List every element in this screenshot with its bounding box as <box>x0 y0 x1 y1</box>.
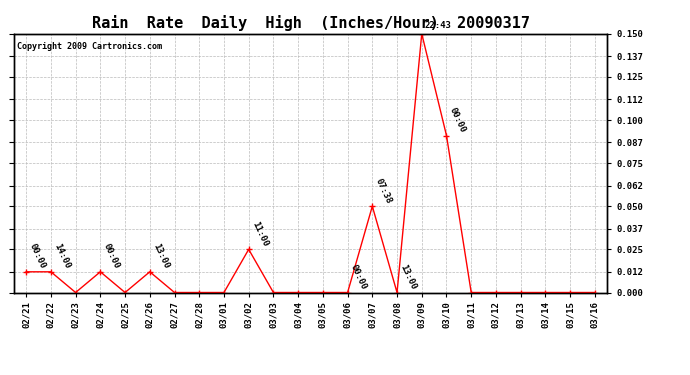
Text: 00:00: 00:00 <box>101 242 121 270</box>
Text: 14:00: 14:00 <box>52 242 72 270</box>
Text: 00:00: 00:00 <box>448 106 467 134</box>
Text: 00:00: 00:00 <box>349 263 368 291</box>
Title: Rain  Rate  Daily  High  (Inches/Hour)  20090317: Rain Rate Daily High (Inches/Hour) 20090… <box>92 15 529 31</box>
Text: 22:43: 22:43 <box>424 21 451 30</box>
Text: 13:00: 13:00 <box>151 242 170 270</box>
Text: Copyright 2009 Cartronics.com: Copyright 2009 Cartronics.com <box>17 42 161 51</box>
Text: 07:38: 07:38 <box>374 177 393 205</box>
Text: 00:00: 00:00 <box>28 242 47 270</box>
Text: 13:00: 13:00 <box>398 263 418 291</box>
Text: 11:00: 11:00 <box>250 220 270 248</box>
